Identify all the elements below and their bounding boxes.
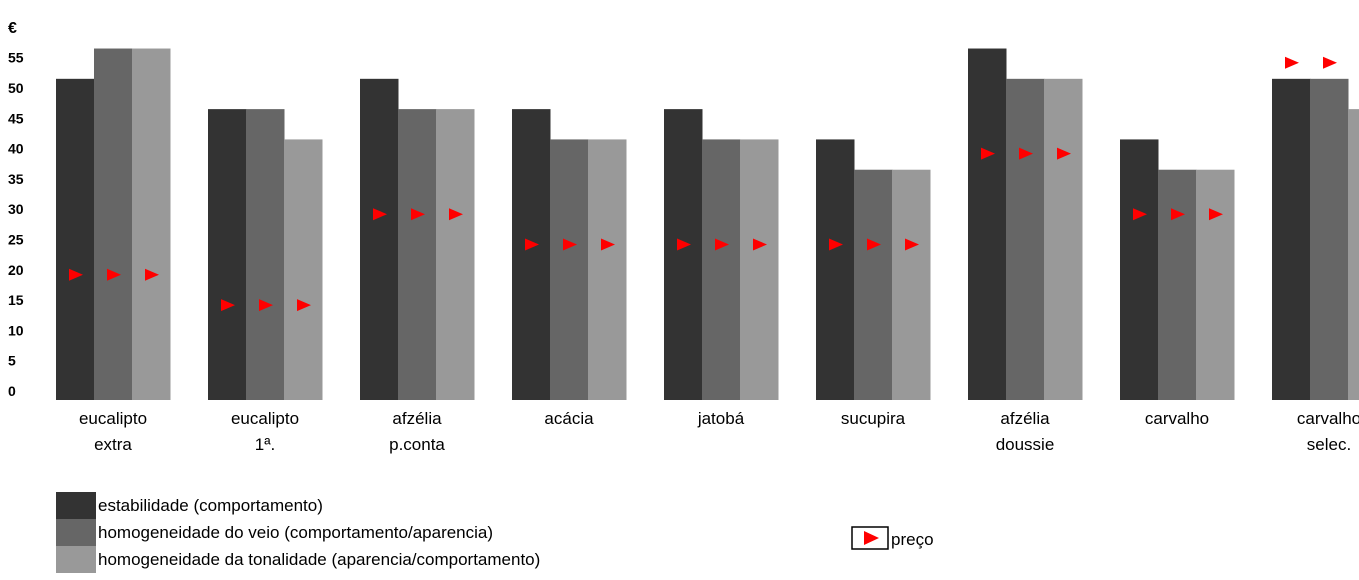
bar: [56, 78, 95, 400]
category-label: afzélia: [392, 409, 442, 428]
category-label: p.conta: [389, 435, 445, 454]
price-marker: [1209, 208, 1223, 221]
category-label: carvalho: [1145, 409, 1209, 428]
y-tick-label: 30: [8, 201, 24, 217]
bar: [1044, 78, 1083, 400]
bar: [360, 78, 399, 400]
price-marker: [829, 238, 843, 251]
price-marker: [449, 208, 463, 221]
y-tick-label: 25: [8, 232, 24, 248]
legend-swatch: [56, 519, 96, 546]
bars: [56, 48, 1359, 401]
price-marker: [563, 238, 577, 251]
bar: [1272, 78, 1311, 400]
category-label: acácia: [544, 409, 594, 428]
category-label: 1ª.: [255, 435, 275, 454]
bar: [854, 169, 893, 400]
price-marker: [145, 268, 159, 281]
price-markers: [69, 56, 1337, 312]
price-marker: [297, 299, 311, 312]
bar: [246, 109, 285, 401]
price-marker: [1019, 147, 1033, 160]
legend-label: homogeneidade do veio (comportamento/apa…: [98, 523, 493, 542]
price-marker: [69, 268, 83, 281]
y-tick-label: 15: [8, 292, 24, 308]
bar: [1310, 78, 1349, 400]
bar: [816, 139, 855, 401]
category-label: sucupira: [841, 409, 906, 428]
bar: [208, 109, 247, 401]
price-marker: [525, 238, 539, 251]
legend-swatch: [56, 492, 96, 519]
category-label: doussie: [996, 435, 1055, 454]
bar: [1120, 139, 1159, 401]
bar: [702, 139, 741, 401]
y-tick-label: 50: [8, 80, 24, 96]
y-tick-label: 55: [8, 50, 24, 66]
y-tick-label: 35: [8, 171, 24, 187]
y-tick-label: 20: [8, 262, 24, 278]
price-marker: [1285, 56, 1299, 69]
category-label: carvalho: [1297, 409, 1359, 428]
price-marker: [221, 299, 235, 312]
price-marker: [601, 238, 615, 251]
bar: [132, 48, 171, 401]
price-marker: [867, 238, 881, 251]
price-marker: [715, 238, 729, 251]
legend-swatch: [56, 546, 96, 573]
price-marker: [1171, 208, 1185, 221]
legend-label: estabilidade (comportamento): [98, 496, 323, 515]
price-marker: [107, 268, 121, 281]
bar: [664, 109, 703, 401]
bar: [284, 139, 323, 401]
bar: [1348, 109, 1359, 401]
price-marker: [1323, 56, 1337, 69]
price-marker: [1133, 208, 1147, 221]
bar: [588, 139, 627, 401]
price-marker: [753, 238, 767, 251]
bar: [1158, 169, 1197, 400]
y-axis-ticks: 0 5 10 15 20 25 30 35 40 45 50 55: [8, 50, 24, 399]
bar: [550, 139, 589, 401]
legend-label: homogeneidade da tonalidade (aparencia/c…: [98, 550, 540, 569]
price-marker: [677, 238, 691, 251]
legend-price-marker: [864, 531, 879, 545]
price-marker: [373, 208, 387, 221]
price-marker: [1057, 147, 1071, 160]
category-label: eucalipto: [231, 409, 299, 428]
y-tick-label: 10: [8, 322, 24, 338]
y-tick-label: 45: [8, 110, 24, 126]
price-marker: [905, 238, 919, 251]
price-marker: [411, 208, 425, 221]
bar: [1196, 169, 1235, 400]
bar: [94, 48, 133, 401]
bar: [512, 109, 551, 401]
bar: [436, 109, 475, 401]
category-label: eucalipto: [79, 409, 147, 428]
bar: [740, 139, 779, 401]
category-label: jatobá: [697, 409, 745, 428]
category-label: selec.: [1307, 435, 1351, 454]
y-tick-label: 40: [8, 141, 24, 157]
price-marker: [259, 299, 273, 312]
bar: [398, 109, 437, 401]
bar: [968, 48, 1007, 401]
price-marker: [981, 147, 995, 160]
y-tick-label: 5: [8, 353, 16, 369]
legend-label-price: preço: [891, 530, 934, 549]
bar: [1006, 78, 1045, 400]
category-labels: eucalipto extra eucalipto 1ª. afzélia p.conta…: [79, 409, 1359, 454]
category-label: afzélia: [1000, 409, 1050, 428]
y-axis-label: €: [8, 20, 17, 37]
bar: [892, 169, 931, 400]
category-label: extra: [94, 435, 132, 454]
y-tick-label: 0: [8, 383, 16, 399]
legend: estabilidade (comportamento) homogeneidad…: [56, 492, 934, 573]
